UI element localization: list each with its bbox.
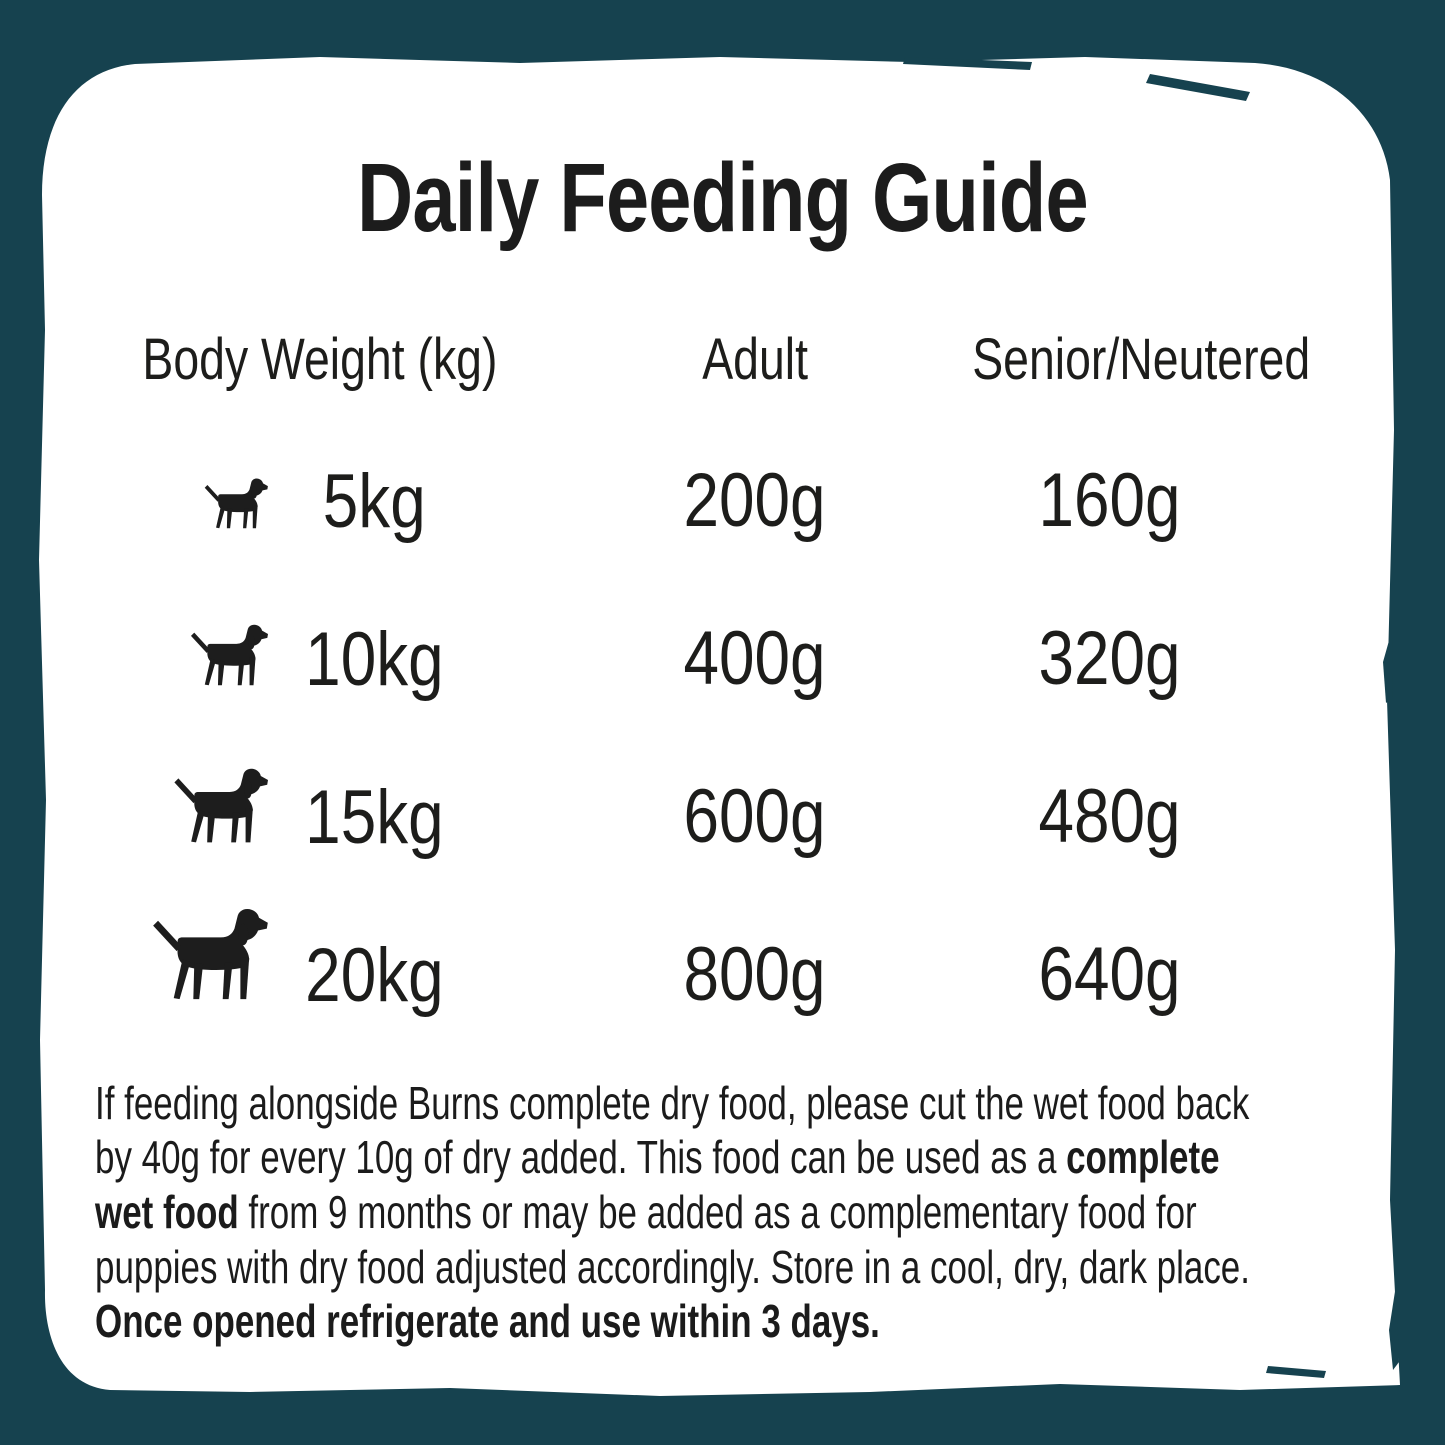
body-weight-value: 10kg bbox=[304, 616, 444, 702]
dog-icon bbox=[190, 624, 268, 685]
note-line: Once opened refrigerate and use within 3… bbox=[95, 1294, 1372, 1349]
adult-amount-cell: 200g bbox=[683, 457, 827, 543]
note-text-bold: Once opened refrigerate and use within 3… bbox=[95, 1295, 880, 1348]
body-weight-cell: 5kg bbox=[60, 422, 580, 580]
page-title: Daily Feeding Guide bbox=[357, 143, 1089, 252]
card-content: Daily Feeding Guide Body Weight (kg) Adu… bbox=[60, 58, 1385, 1390]
note-text-bold: wet food bbox=[95, 1186, 239, 1239]
adult-amount-cell: 600g bbox=[683, 773, 827, 859]
torn-paper-card bbox=[39, 57, 1400, 1396]
note-text: by 40g for every 10g of dry added. This … bbox=[95, 1131, 1067, 1184]
column-header-adult: Adult bbox=[702, 326, 808, 392]
body-weight-value: 15kg bbox=[304, 774, 444, 860]
body-weight-value: 20kg bbox=[304, 932, 444, 1018]
body-weight-value: 5kg bbox=[322, 458, 426, 544]
dog-icon-box bbox=[88, 768, 268, 848]
adult-amount-cell: 800g bbox=[683, 931, 827, 1017]
senior-amount-cell: 160g bbox=[1038, 457, 1182, 543]
senior-amount-cell: 480g bbox=[1038, 773, 1182, 859]
paint-streak bbox=[1266, 1366, 1326, 1378]
dog-icon bbox=[153, 908, 268, 999]
adult-amount-cell: 400g bbox=[683, 615, 827, 701]
note-line: by 40g for every 10g of dry added. This … bbox=[95, 1130, 1372, 1185]
note-text: If feeding alongside Burns complete dry … bbox=[95, 1076, 1250, 1129]
dog-icon bbox=[204, 478, 268, 528]
column-header-senior-neutered: Senior/Neutered bbox=[972, 326, 1311, 392]
senior-amount-cell: 320g bbox=[1038, 615, 1182, 701]
dog-icon-box bbox=[88, 478, 268, 532]
note-line: wet food from 9 months or may be added a… bbox=[95, 1185, 1372, 1240]
dog-icon-box bbox=[88, 624, 268, 690]
feeding-table-body: 5kg 200g 160g 10kg 400g 320g 15kg 600g 4… bbox=[60, 422, 1385, 1054]
dog-icon bbox=[174, 768, 268, 842]
body-weight-cell: 20kg bbox=[60, 896, 580, 1054]
note-line: If feeding alongside Burns complete dry … bbox=[95, 1076, 1372, 1131]
body-weight-cell: 15kg bbox=[60, 738, 580, 896]
table-row: 20kg 800g 640g bbox=[60, 896, 1385, 1054]
table-header-row: Body Weight (kg) Adult Senior/Neutered bbox=[60, 320, 1385, 400]
table-row: 5kg 200g 160g bbox=[60, 422, 1385, 580]
note-text: puppies with dry food adjusted according… bbox=[95, 1240, 1250, 1293]
table-row: 10kg 400g 320g bbox=[60, 580, 1385, 738]
paint-streak bbox=[1389, 1285, 1399, 1370]
note-text: from 9 months or may be added as a compl… bbox=[238, 1186, 1197, 1239]
table-row: 15kg 600g 480g bbox=[60, 738, 1385, 896]
dog-icon-box bbox=[88, 908, 268, 1006]
senior-amount-cell: 640g bbox=[1038, 931, 1182, 1017]
paint-streak bbox=[903, 57, 1032, 70]
paint-streak bbox=[1146, 74, 1250, 101]
feeding-note: If feeding alongside Burns complete dry … bbox=[95, 1076, 1372, 1350]
note-line: puppies with dry food adjusted according… bbox=[95, 1240, 1372, 1295]
body-weight-cell: 10kg bbox=[60, 580, 580, 738]
column-header-body-weight: Body Weight (kg) bbox=[142, 326, 498, 392]
note-text-bold: complete bbox=[1066, 1131, 1220, 1184]
paint-streak bbox=[1383, 630, 1393, 703]
